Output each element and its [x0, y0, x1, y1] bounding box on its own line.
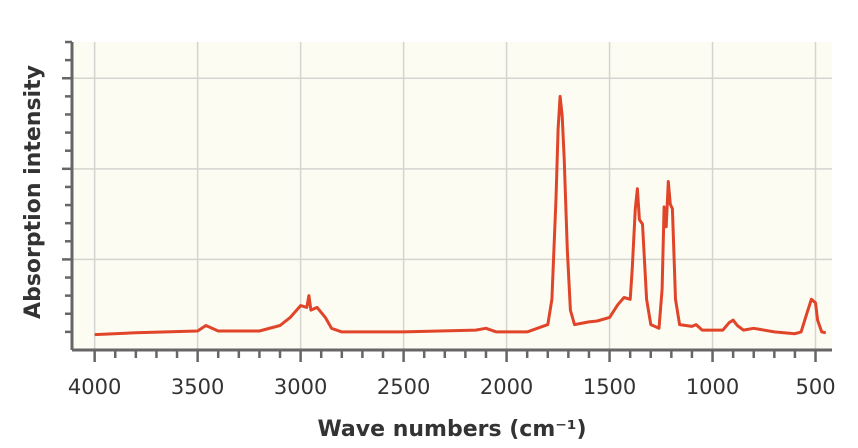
- x-tick-label: 1500: [583, 375, 636, 399]
- spectrum-line: [94, 94, 827, 337]
- plot-area: [72, 42, 832, 350]
- x-tick-label: 4000: [68, 375, 121, 399]
- x-tick-label: 2000: [480, 375, 533, 399]
- x-tick-label: 500: [795, 375, 835, 399]
- y-axis-label: Absorption intensity: [21, 65, 46, 319]
- x-tick-label: 3000: [274, 375, 327, 399]
- x-tick-label: 2500: [377, 375, 430, 399]
- x-axis-label: Wave numbers (cm⁻¹): [317, 417, 586, 442]
- x-tick-label: 1000: [686, 375, 739, 399]
- x-tick-label: 3500: [171, 375, 224, 399]
